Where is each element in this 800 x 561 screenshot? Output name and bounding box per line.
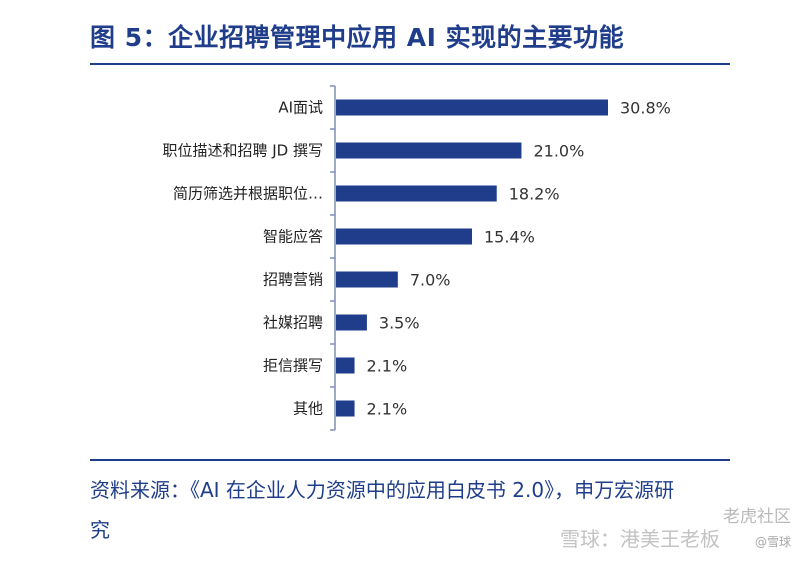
source-divider: [90, 459, 730, 461]
bar: [336, 228, 472, 245]
bar: [336, 142, 522, 159]
category-label: 其他: [293, 400, 323, 418]
category-label: 职位描述和招聘 JD 撰写: [162, 142, 323, 160]
category-label: 拒信撰写: [263, 357, 323, 375]
bars-group: [336, 99, 608, 417]
category-label: 社媒招聘: [263, 314, 323, 332]
bar: [336, 357, 355, 374]
bar: [336, 185, 497, 202]
value-label: 18.2%: [509, 185, 560, 204]
bar: [336, 400, 355, 417]
value-label: 15.4%: [484, 228, 535, 247]
category-label: AI面试: [278, 99, 323, 117]
watermark-xueqiu-account: 雪球：港美王老板: [560, 527, 720, 551]
watermark-xueqiu-handle: @雪球: [754, 535, 791, 549]
watermark-tiger-community: 老虎社区: [723, 507, 791, 527]
bar: [336, 99, 608, 116]
bar: [336, 271, 398, 288]
value-label: 21.0%: [533, 142, 584, 161]
category-axis-ticks: [330, 85, 335, 431]
value-label: 2.1%: [367, 400, 408, 419]
value-label: 7.0%: [410, 271, 451, 290]
value-labels-group: 30.8% 21.0% 18.2% 15.4% 7.0% 3.5% 2.1% 2.1%: [367, 99, 671, 419]
category-label: 简历筛选并根据职位…: [173, 185, 323, 203]
category-label: 招聘营销: [263, 271, 323, 289]
value-label: 2.1%: [367, 357, 408, 376]
category-label: 智能应答: [263, 228, 323, 246]
bar: [336, 314, 367, 331]
value-label: 3.5%: [379, 314, 420, 333]
page-title: 图 5：企业招聘管理中应用 AI 实现的主要功能: [90, 23, 625, 52]
watermark: 老虎社区 雪球：港美王老板 @雪球: [560, 500, 795, 558]
source-note: 资料来源：《AI 在企业人力资源中的应用白皮书 2.0》，申万宏源研究: [90, 478, 675, 542]
value-label: 30.8%: [620, 99, 671, 118]
title-divider: [90, 63, 730, 65]
